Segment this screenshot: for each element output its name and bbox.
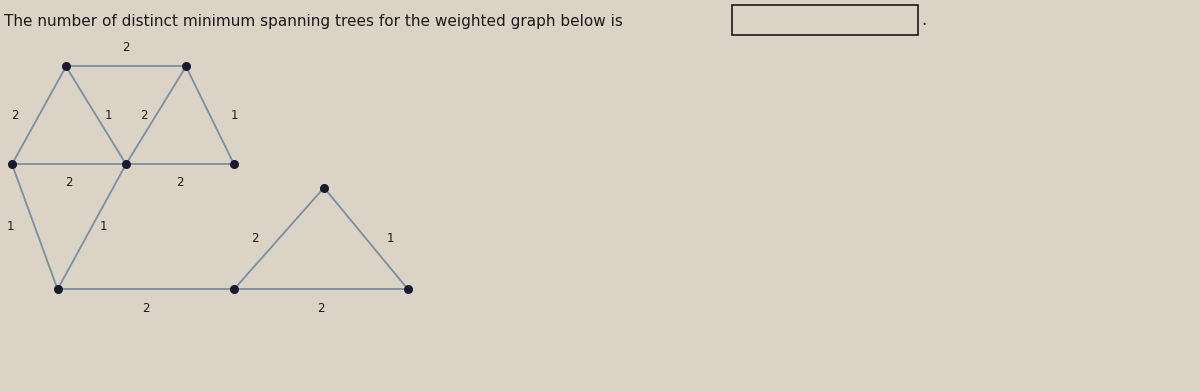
Text: 2: 2 [317, 301, 325, 315]
Text: 1: 1 [230, 109, 238, 122]
Text: 2: 2 [65, 176, 73, 190]
Text: 1: 1 [386, 232, 394, 245]
Text: 2: 2 [142, 301, 150, 315]
Text: .: . [922, 11, 926, 29]
Bar [732, 5, 918, 35]
Text: 2: 2 [122, 41, 130, 54]
Text: 2: 2 [11, 109, 19, 122]
Text: 2: 2 [140, 109, 148, 122]
Text: The number of distinct minimum spanning trees for the weighted graph below is: The number of distinct minimum spanning … [4, 14, 623, 29]
Text: 1: 1 [104, 109, 112, 122]
Text: 1: 1 [7, 220, 14, 233]
Text: 1: 1 [100, 220, 108, 233]
Text: 2: 2 [176, 176, 184, 190]
Text: 2: 2 [251, 232, 259, 245]
